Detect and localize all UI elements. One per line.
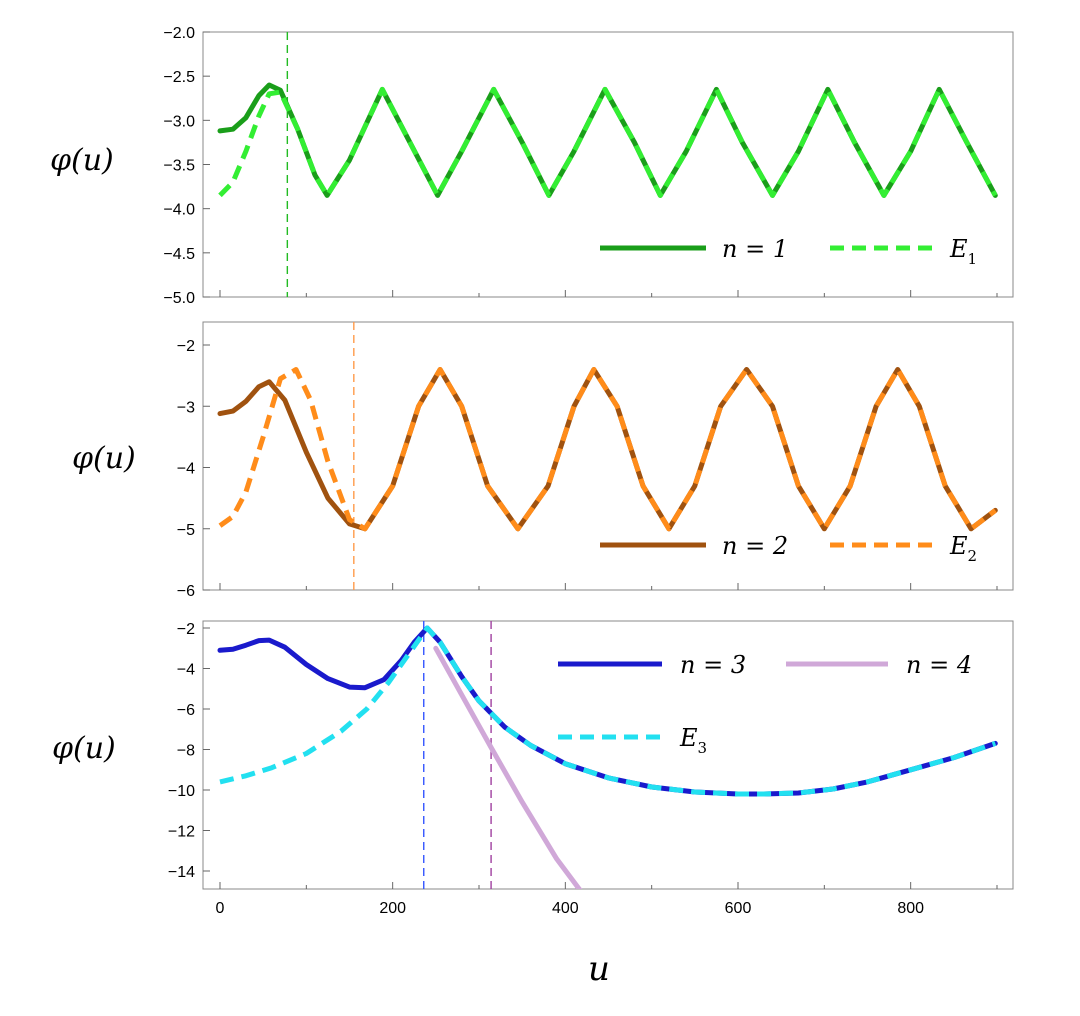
legend-n4-label: n = 4 bbox=[906, 651, 972, 679]
y-tick-label: −8 bbox=[177, 743, 195, 760]
y-tick-label: −10 bbox=[168, 783, 195, 800]
panel-2-series bbox=[217, 367, 998, 532]
y-tick-label: −4 bbox=[177, 461, 195, 478]
panel-1-ylabel: φ(u) bbox=[50, 143, 114, 178]
legend-e1-sub: 1 bbox=[968, 250, 978, 268]
panel-3: −2 −4 −6 −8 −10 −12 −14 0 200 400 600 800 φ(u) n = … bbox=[52, 620, 1014, 989]
x-axis-label: u bbox=[588, 949, 610, 989]
series-line-e3 bbox=[219, 625, 997, 797]
panel-1-series bbox=[217, 82, 998, 198]
panel-1-legend: n = 1 E1 bbox=[600, 235, 977, 268]
series-line-e1 bbox=[218, 86, 998, 198]
panel-1: −2.0 −2.5 −3.0 −3.5 −4.0 −4.5 −5.0 φ(u) n = 1 … bbox=[50, 25, 1014, 307]
y-tick-label: −14 bbox=[168, 864, 195, 881]
y-tick-label: −4.5 bbox=[163, 246, 195, 263]
x-tick-label: 800 bbox=[897, 900, 924, 917]
legend-e1-main: E bbox=[949, 235, 968, 263]
panel-2-ylabel: φ(u) bbox=[72, 441, 136, 476]
y-tick-label: −12 bbox=[168, 824, 195, 841]
y-tick-label: −5.0 bbox=[163, 290, 195, 307]
y-tick-label: −3.0 bbox=[163, 113, 195, 130]
panel-3-ticks: −2 −4 −6 −8 −10 −12 −14 0 200 400 600 800 bbox=[168, 621, 998, 917]
series-line-n2 bbox=[217, 367, 998, 532]
panel-2-legend: n = 2 E2 bbox=[600, 532, 977, 565]
panel-2: −2 −3 −4 −5 −6 φ(u) n = 2 E2 bbox=[72, 321, 1014, 600]
panel-3-vlines bbox=[423, 621, 492, 889]
x-tick-label: 200 bbox=[379, 900, 406, 917]
panel-2-frame bbox=[202, 321, 1014, 591]
y-tick-label: −2 bbox=[177, 621, 195, 638]
legend-n3-label: n = 3 bbox=[680, 651, 746, 679]
y-tick-label: −3 bbox=[177, 399, 195, 416]
legend-e2-main: E bbox=[949, 532, 968, 560]
y-tick-label: −4.0 bbox=[163, 202, 195, 219]
series-line-n4 bbox=[433, 645, 583, 889]
panel-1-frame bbox=[202, 31, 1014, 298]
y-tick-label: −5 bbox=[177, 522, 195, 539]
panel-1-ticks: −2.0 −2.5 −3.0 −3.5 −4.0 −4.5 −5.0 bbox=[163, 25, 998, 307]
y-tick-label: −3.5 bbox=[163, 158, 195, 175]
series-line-e2 bbox=[218, 367, 997, 532]
panel-3-legend: n = 3 n = 4 E3 bbox=[558, 651, 972, 757]
y-tick-label: −2.5 bbox=[163, 69, 195, 86]
x-tick-label: 400 bbox=[552, 900, 579, 917]
panel-2-ticks: −2 −3 −4 −5 −6 bbox=[177, 338, 998, 600]
x-tick-label: 600 bbox=[725, 900, 752, 917]
legend-e3-main: E bbox=[679, 724, 698, 752]
panel-3-frame bbox=[202, 620, 1014, 890]
y-tick-label: −2 bbox=[177, 338, 195, 355]
x-tick-label: 0 bbox=[216, 900, 225, 917]
legend-e1-label: E1 bbox=[949, 235, 977, 268]
legend-e2-label: E2 bbox=[949, 532, 977, 565]
y-tick-label: −6 bbox=[177, 702, 195, 719]
legend-e2-sub: 2 bbox=[968, 547, 978, 565]
y-tick-label: −4 bbox=[177, 662, 195, 679]
y-tick-label: −2.0 bbox=[163, 25, 195, 42]
panel-3-series bbox=[217, 625, 998, 889]
y-tick-label: −6 bbox=[177, 583, 195, 600]
legend-e3-sub: 3 bbox=[698, 739, 708, 757]
series-line-n1 bbox=[217, 82, 998, 198]
series-line-n3 bbox=[217, 625, 998, 797]
panel-3-ylabel: φ(u) bbox=[52, 731, 116, 766]
legend-e3-label: E3 bbox=[679, 724, 707, 757]
legend-n2-label: n = 2 bbox=[722, 532, 788, 560]
legend-n1-label: n = 1 bbox=[722, 235, 788, 263]
